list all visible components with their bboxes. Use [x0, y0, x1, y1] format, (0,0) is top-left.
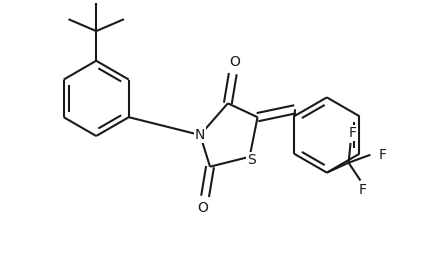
Text: O: O	[198, 201, 209, 215]
Text: O: O	[229, 55, 240, 69]
Text: F: F	[358, 183, 366, 197]
Text: F: F	[378, 148, 386, 162]
Text: S: S	[247, 153, 256, 167]
Text: N: N	[195, 128, 205, 142]
Text: F: F	[348, 126, 357, 140]
